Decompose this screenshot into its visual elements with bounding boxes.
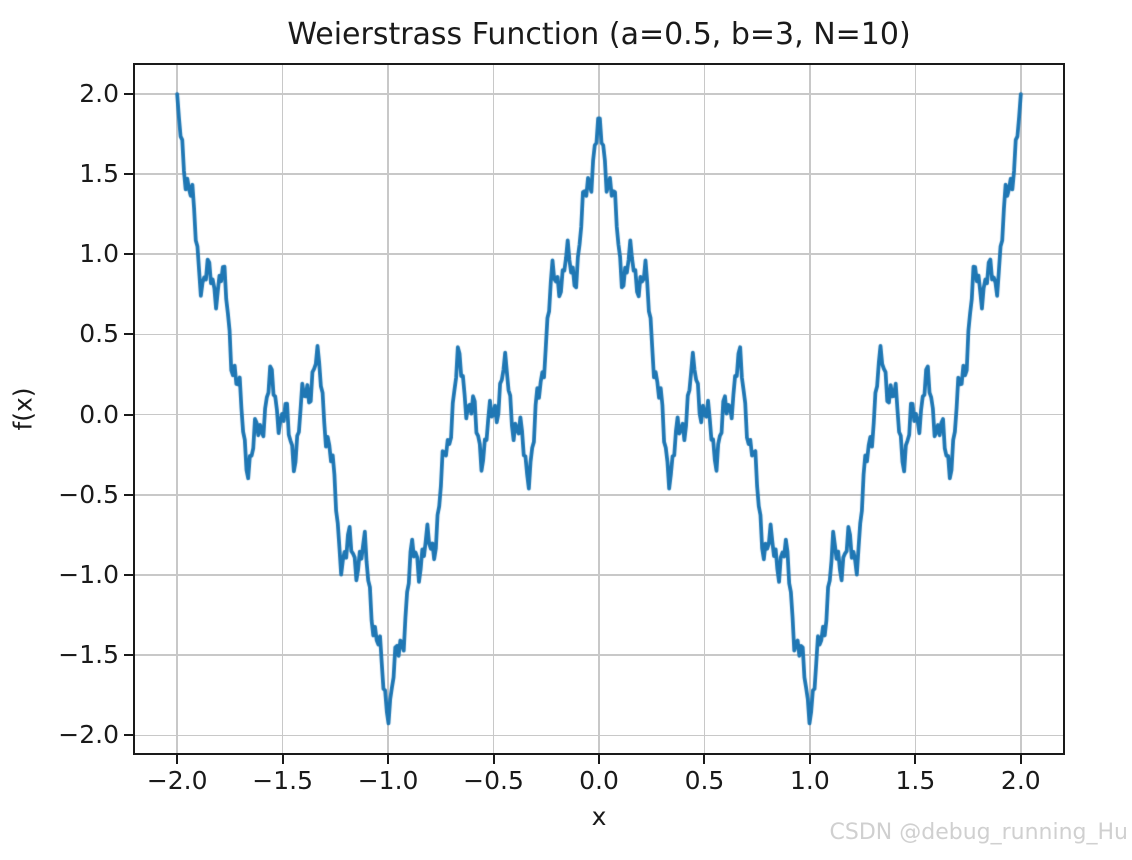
x-tick-mark [703, 755, 706, 764]
y-tick-label: −0.5 [58, 479, 119, 509]
y-tick-label: −1.5 [58, 640, 119, 670]
weierstrass-curve-line [135, 65, 1063, 753]
x-tick-label: 0.0 [579, 766, 619, 795]
x-tick-mark [914, 755, 917, 764]
x-tick-label: −2.0 [146, 766, 208, 795]
y-tick-mark [124, 734, 133, 737]
y-tick-label: −1.0 [58, 559, 119, 589]
watermark-text: CSDN @debug_running_Hu [829, 820, 1128, 845]
y-tick-label: 2.0 [79, 78, 119, 108]
x-tick-mark [281, 755, 284, 764]
y-tick-label: −2.0 [58, 720, 119, 750]
x-tick-label: −1.0 [357, 766, 419, 795]
x-tick-label: −1.5 [252, 766, 313, 795]
x-tick-label: 1.5 [895, 766, 936, 795]
y-tick-mark [124, 493, 133, 496]
y-tick-label: 0.5 [79, 319, 119, 349]
x-tick-mark [598, 755, 600, 764]
x-tick-label: 2.0 [1000, 766, 1041, 795]
y-axis-label: f(x) [8, 387, 38, 431]
y-tick-mark [124, 413, 133, 416]
x-tick-label: 0.5 [684, 766, 725, 795]
y-tick-mark [124, 92, 133, 95]
y-tick-mark [124, 253, 133, 256]
x-tick-mark [176, 755, 179, 764]
y-tick-mark [124, 573, 133, 576]
y-tick-label: 1.0 [79, 239, 119, 269]
x-tick-mark [387, 755, 390, 764]
y-tick-mark [124, 333, 133, 336]
x-axis-label: x [591, 802, 607, 831]
chart-title: Weierstrass Function (a=0.5, b=3, N=10) [287, 17, 911, 52]
x-tick-label: −0.5 [463, 766, 524, 795]
y-tick-label: 1.5 [79, 159, 119, 189]
y-tick-label: 0.0 [79, 399, 119, 429]
x-tick-mark [808, 755, 811, 764]
plot-area [133, 63, 1065, 755]
y-tick-mark [124, 654, 133, 657]
x-tick-mark [492, 755, 495, 764]
x-tick-label: 1.0 [790, 766, 830, 795]
x-tick-mark [1019, 755, 1022, 764]
y-tick-mark [124, 173, 133, 176]
